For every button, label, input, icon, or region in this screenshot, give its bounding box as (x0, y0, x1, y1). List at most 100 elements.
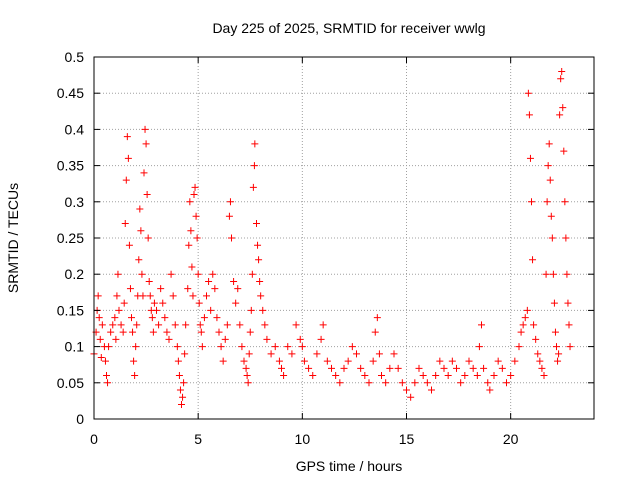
data-point (249, 183, 257, 191)
data-point (167, 270, 175, 278)
data-points (90, 67, 574, 409)
data-point (119, 328, 127, 336)
data-point (549, 270, 557, 278)
data-point (165, 335, 173, 343)
data-point (181, 350, 189, 358)
data-point (150, 299, 158, 307)
data-point (248, 270, 256, 278)
data-point (185, 241, 193, 249)
data-point (146, 292, 154, 300)
data-point (415, 364, 423, 372)
data-point (196, 321, 204, 329)
y-tick-label: 0.25 (57, 230, 84, 246)
data-point (480, 364, 488, 372)
data-point (153, 306, 160, 314)
y-axis-label: SRMTID / TECUs (5, 183, 21, 293)
data-point (267, 350, 275, 358)
data-point (247, 306, 255, 314)
data-point (95, 314, 103, 322)
data-point (561, 198, 569, 206)
data-point (191, 183, 199, 191)
data-point (521, 314, 529, 322)
x-tick-label: 0 (90, 431, 98, 447)
data-point (365, 379, 373, 387)
data-point (507, 372, 515, 380)
data-point (139, 292, 147, 300)
data-point (382, 379, 390, 387)
data-point (344, 357, 352, 365)
data-point (542, 270, 550, 278)
data-point (313, 350, 321, 358)
data-point (378, 372, 385, 380)
data-point (219, 357, 227, 365)
data-point (155, 321, 163, 329)
data-point (140, 169, 148, 177)
data-point (123, 133, 131, 141)
data-point (130, 357, 138, 365)
data-point (114, 270, 122, 278)
data-point (524, 89, 532, 97)
data-point (432, 372, 440, 380)
data-point (373, 314, 381, 322)
data-point (371, 328, 379, 336)
data-point (250, 162, 258, 170)
data-point (551, 328, 559, 336)
data-point (259, 306, 267, 314)
data-point (207, 306, 215, 314)
data-point (254, 241, 262, 249)
data-point (332, 372, 340, 380)
data-point (461, 372, 469, 380)
data-point (228, 234, 235, 242)
data-point (558, 67, 566, 75)
data-point (188, 263, 196, 271)
data-point (261, 321, 269, 329)
data-point (184, 285, 192, 293)
data-point (278, 364, 285, 372)
data-point (526, 154, 534, 162)
x-tick-label: 10 (295, 431, 311, 447)
data-point (238, 343, 246, 351)
data-point (428, 386, 435, 394)
data-point (398, 379, 406, 387)
data-point (137, 227, 145, 235)
x-axis-label: GPS time / hours (296, 458, 403, 474)
data-point (159, 299, 167, 307)
data-point (98, 321, 106, 329)
y-tick-label: 0.35 (57, 158, 84, 174)
data-point (211, 285, 219, 293)
data-point (490, 372, 498, 380)
data-point (174, 357, 182, 365)
data-point (180, 379, 188, 387)
data-point (129, 328, 137, 336)
data-point (122, 176, 130, 184)
data-point (554, 357, 562, 365)
data-point (131, 372, 139, 380)
data-point (323, 357, 331, 365)
data-point (255, 256, 263, 264)
data-point (245, 350, 253, 358)
data-point (243, 372, 251, 380)
y-tick-label: 0.4 (65, 121, 85, 137)
data-point (473, 372, 481, 380)
data-point (559, 104, 567, 112)
data-point (560, 147, 568, 155)
data-point (305, 364, 313, 372)
data-point (200, 314, 208, 322)
data-point (198, 343, 206, 351)
grid-lines (94, 57, 594, 419)
data-point (263, 335, 271, 343)
data-point (157, 285, 165, 293)
data-point (478, 321, 485, 329)
data-point (217, 343, 225, 351)
data-point (124, 154, 132, 162)
data-point (444, 372, 452, 380)
data-point (411, 379, 419, 387)
data-point (215, 328, 223, 336)
data-point (319, 321, 327, 329)
data-point (517, 328, 525, 336)
y-tick-label: 0.5 (65, 49, 85, 65)
y-tick-label: 0.05 (57, 375, 84, 391)
data-point (550, 299, 558, 307)
data-point (121, 220, 129, 228)
data-point (234, 285, 242, 293)
